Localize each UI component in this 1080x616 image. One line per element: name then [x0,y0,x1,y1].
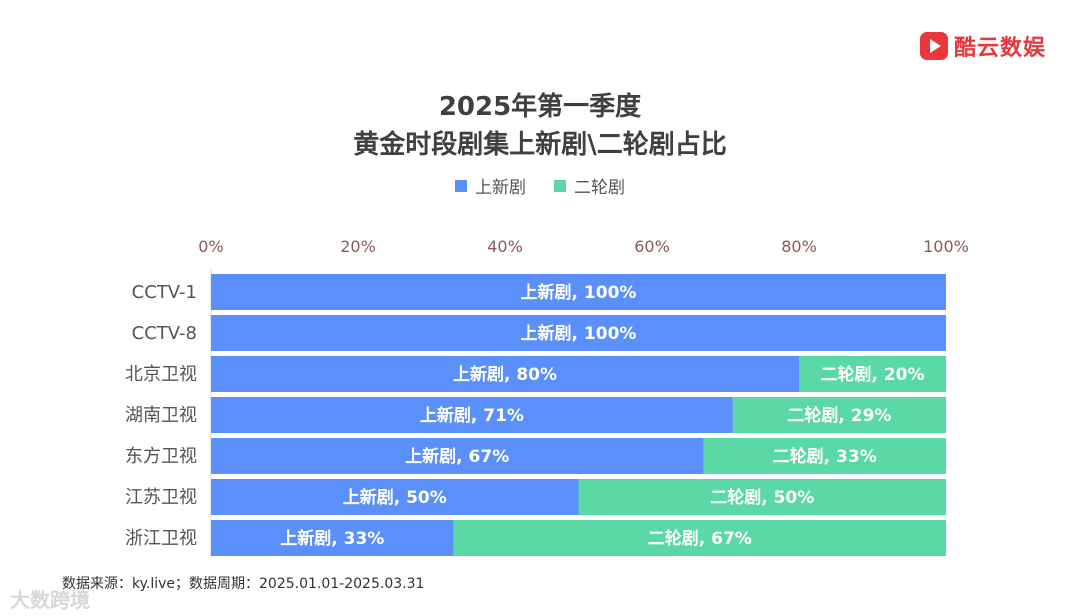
bar-segment [578,479,946,515]
chart-legend: 上新剧 二轮剧 [0,173,1080,198]
bar-segment [211,356,799,392]
bar-data-label: 二轮剧, 50% [710,487,814,508]
bar-data-label: 二轮剧, 20% [820,364,924,385]
legend-label-rerun: 二轮剧 [574,178,625,198]
bar-data-label: 二轮剧, 67% [648,528,752,549]
chart-title-line1: 2025年第一季度 [438,92,642,122]
category-label: 东方卫视 [125,446,197,467]
watermark: 大数跨境 [10,588,90,612]
category-label: 浙江卫视 [125,528,197,549]
bar-data-label: 上新剧, 71% [420,405,524,426]
bar-segment [211,274,946,310]
bar-segment [211,520,454,556]
play-logo-icon [919,32,948,60]
category-label: 江苏卫视 [125,487,197,508]
x-tick-label: 60% [634,237,670,256]
category-label: CCTV-1 [132,282,197,303]
brand-name: 酷云数娱 [953,36,1046,61]
category-label: 北京卫视 [125,364,197,385]
bar-data-label: 上新剧, 100% [521,323,637,344]
legend-label-new: 上新剧 [475,178,526,198]
category-label: CCTV-8 [132,323,197,344]
bar-data-label: 上新剧, 33% [280,528,384,549]
bar-segment [799,356,946,392]
legend-item-rerun: 二轮剧 [554,173,625,198]
x-tick-label: 20% [340,237,376,256]
bar-segment [211,315,946,351]
bar-data-label: 上新剧, 80% [453,364,557,385]
brand-logo: 酷云数娱 [919,30,1046,62]
bar-data-label: 二轮剧, 29% [787,405,891,426]
chart-title-line2: 黄金时段剧集上新剧\二轮剧占比 [353,130,727,160]
bar-segment [703,438,946,474]
x-tick-label: 40% [487,237,523,256]
bar-segment [732,397,946,433]
legend-swatch-rerun [554,179,566,192]
chart-title: 2025年第一季度 黄金时段剧集上新剧\二轮剧占比 [0,88,1080,164]
x-tick-label: 0% [198,237,223,256]
bar-segment [211,479,579,515]
legend-swatch-new [455,179,467,192]
bar-data-label: 上新剧, 67% [405,446,509,467]
bar-segment [211,438,704,474]
bar-segment [211,397,733,433]
source-note: 数据来源：ky.live；数据周期：2025.01.01-2025.03.31 [62,576,425,592]
category-label: 湖南卫视 [125,405,197,426]
bar-segment [453,520,946,556]
bar-data-label: 二轮剧, 33% [773,446,877,467]
x-tick-label: 80% [781,237,817,256]
bar-data-label: 上新剧, 100% [521,282,637,303]
legend-item-new: 上新剧 [455,173,526,198]
x-tick-label: 100% [923,237,969,256]
bar-data-label: 上新剧, 50% [343,487,447,508]
